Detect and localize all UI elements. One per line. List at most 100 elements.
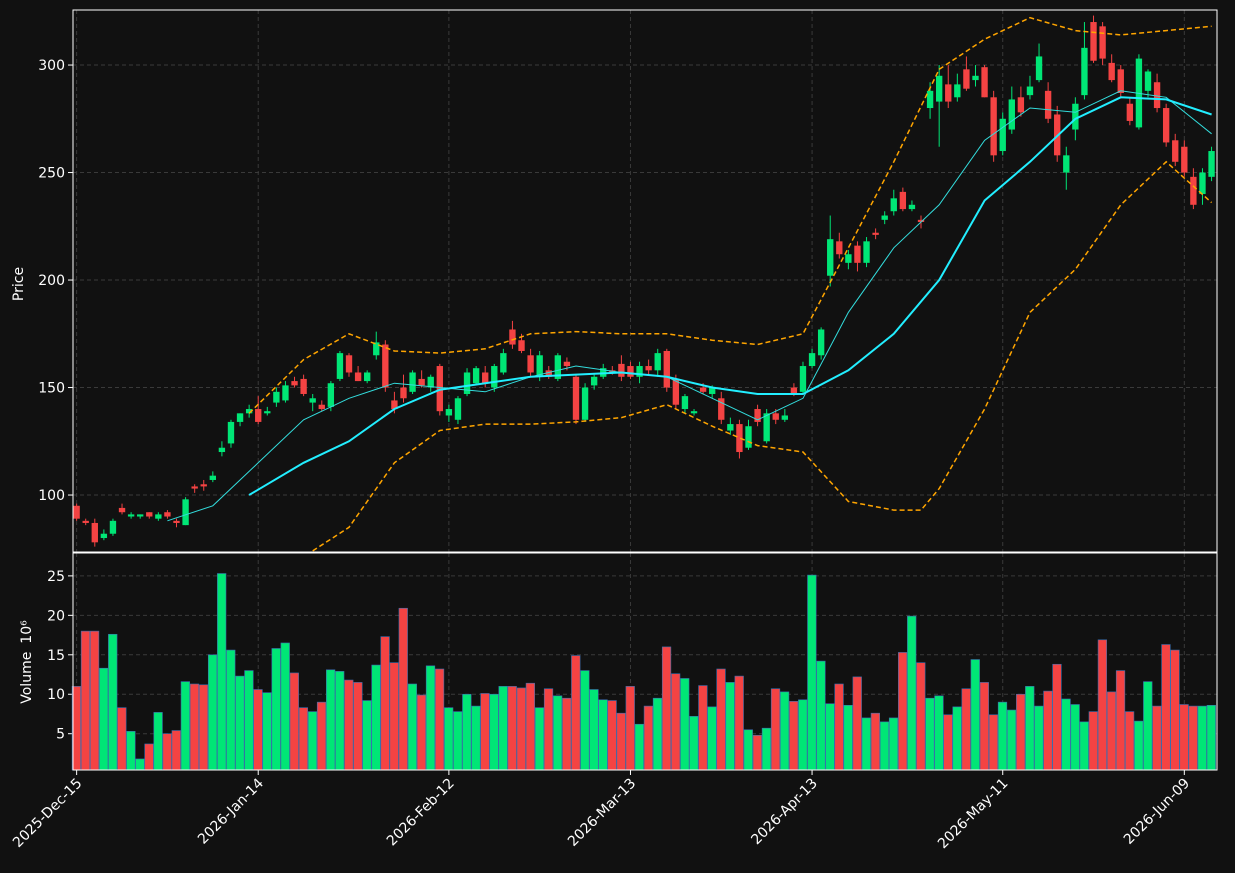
candle-body xyxy=(881,215,888,220)
volume-bar xyxy=(380,636,390,771)
candle-body xyxy=(236,413,244,422)
candle-body xyxy=(890,198,897,212)
volume-bar xyxy=(925,697,935,771)
candle-body xyxy=(1172,140,1179,162)
volume-bar xyxy=(861,717,871,771)
volume-bar xyxy=(979,682,989,771)
volume-bar xyxy=(235,675,245,771)
price-axis-label: Price xyxy=(11,267,27,301)
candle-body xyxy=(1035,56,1043,81)
candle-body xyxy=(917,219,925,222)
volume-bar xyxy=(326,669,336,771)
candle-body xyxy=(763,413,770,442)
candle-body xyxy=(245,409,253,414)
candle-body xyxy=(427,376,434,388)
volume-bar xyxy=(961,688,971,771)
y-tick-label: 100 xyxy=(38,488,65,504)
volume-bar xyxy=(180,681,190,771)
candle-body xyxy=(454,398,462,420)
candle-body xyxy=(391,400,398,410)
candle-body xyxy=(146,512,153,517)
volume-bar xyxy=(934,695,944,771)
price-frame xyxy=(72,9,1218,553)
volume-bar xyxy=(589,689,599,771)
volume-bar xyxy=(852,676,862,771)
volume-bar xyxy=(607,700,617,771)
candle-body xyxy=(754,409,761,422)
volume-bar xyxy=(416,694,427,771)
candle-body xyxy=(590,376,598,386)
candle-body xyxy=(182,499,189,526)
candle-body xyxy=(899,191,907,210)
candle-body xyxy=(681,396,689,410)
candle-body xyxy=(91,522,98,543)
volume-bar xyxy=(716,668,726,771)
candle-body xyxy=(1190,176,1197,205)
candle-body xyxy=(264,411,271,414)
candle-body xyxy=(908,204,916,210)
volume-bar xyxy=(798,699,808,771)
volume-bar xyxy=(217,573,227,771)
candle-body xyxy=(808,353,816,367)
volume-bar xyxy=(525,682,535,771)
volume-bar xyxy=(1161,644,1171,771)
candle-body xyxy=(1026,86,1034,96)
candle-body xyxy=(926,90,934,109)
candle-body xyxy=(109,520,117,534)
volume-bar xyxy=(807,574,817,771)
candle-body xyxy=(736,424,743,453)
candle-body xyxy=(255,409,262,422)
candle-body xyxy=(73,505,80,519)
candle-body xyxy=(981,67,988,98)
candle-body xyxy=(709,387,716,394)
volume-bar xyxy=(425,665,436,771)
volume-bar xyxy=(761,727,772,771)
candle-body xyxy=(745,426,752,448)
volume-bar xyxy=(1197,705,1207,771)
volume-bar xyxy=(680,678,690,771)
volume-bar xyxy=(1079,721,1089,771)
candle-body xyxy=(300,378,307,394)
volume-bar xyxy=(888,717,899,771)
y-tick-label: 200 xyxy=(38,273,65,289)
volume-bar xyxy=(307,711,318,771)
candle-body xyxy=(354,372,362,382)
candle-body xyxy=(400,387,407,399)
candle-body xyxy=(1090,22,1097,61)
candle-body xyxy=(137,514,144,517)
candle-body xyxy=(954,84,961,98)
volume-bar xyxy=(552,695,563,771)
candle-body xyxy=(999,118,1006,152)
candle-body xyxy=(418,378,425,386)
volume-bar xyxy=(580,670,590,771)
candle-body xyxy=(781,415,788,420)
volume-bar xyxy=(743,729,753,771)
candle-body xyxy=(164,512,171,517)
volume-bar xyxy=(135,758,145,771)
volume-bar xyxy=(207,654,218,771)
volume-bar xyxy=(1025,686,1035,771)
volume-bar xyxy=(153,712,163,771)
volume-bar xyxy=(335,671,345,771)
candle-body xyxy=(327,383,335,407)
candle-body xyxy=(527,355,534,373)
volume-bar xyxy=(1124,711,1135,771)
candle-body xyxy=(1108,62,1115,81)
volume-bar xyxy=(1134,720,1144,771)
volume-bar xyxy=(1088,711,1098,771)
candle-body xyxy=(500,353,507,373)
volume-bar xyxy=(1052,663,1062,771)
volume-bar xyxy=(625,686,635,771)
candle-body xyxy=(654,353,661,371)
volume-bar xyxy=(598,699,608,771)
volume-bar xyxy=(226,649,236,771)
candle-body xyxy=(1044,90,1052,119)
candle-body xyxy=(382,344,389,388)
volume-bar xyxy=(316,701,327,771)
candle-body xyxy=(218,447,226,453)
volume-bar xyxy=(108,633,118,771)
volume-unit: 10⁶ xyxy=(19,620,35,644)
volume-bar xyxy=(707,706,717,771)
volume-bar xyxy=(389,662,399,771)
candle-body xyxy=(291,381,298,386)
